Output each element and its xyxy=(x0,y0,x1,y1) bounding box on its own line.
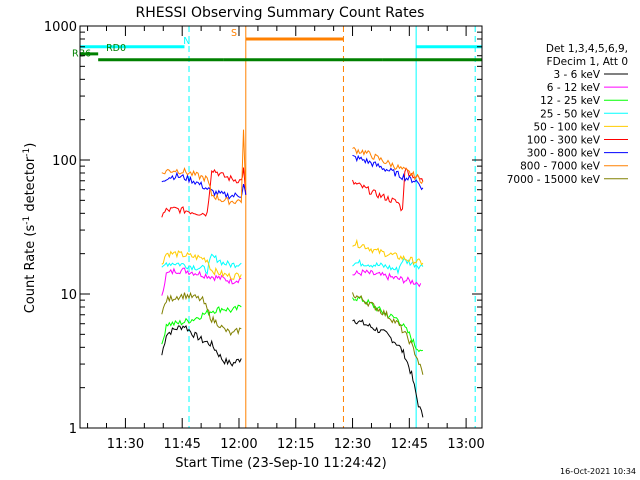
legend-label-8: 7000 - 15000 keV xyxy=(507,174,601,186)
legend: Det 1,3,4,5,6,9,FDecim 1, Att 03 - 6 keV… xyxy=(507,43,628,186)
legend-label-5: 100 - 300 keV xyxy=(527,135,601,147)
chart-title: RHESSI Observing Summary Count Rates xyxy=(136,5,425,21)
axes: N S RD0 RB6 1 10 100 1000 11:30 11:45 12:00 12:15 12… xyxy=(44,20,485,452)
series-line-3-1 xyxy=(352,257,424,275)
series-line-5-1 xyxy=(352,167,424,212)
legend-header-0: Det 1,3,4,5,6,9, xyxy=(546,43,628,55)
x-tick-label: 12:15 xyxy=(277,437,314,452)
series-line-1-1 xyxy=(352,269,422,288)
series-2 xyxy=(161,295,424,353)
series-0 xyxy=(161,319,424,418)
legend-label-7: 800 - 7000 keV xyxy=(520,161,601,173)
series-line-6-0 xyxy=(161,171,247,200)
legend-label-3: 25 - 50 keV xyxy=(540,108,601,120)
series-line-5-0 xyxy=(161,167,247,218)
x-axis-label: Start Time (23-Sep-10 11:24:42) xyxy=(175,456,386,471)
plot-frame xyxy=(79,25,483,429)
series-line-8-0 xyxy=(161,291,242,337)
x-tick-label: 12:45 xyxy=(391,437,428,452)
series-line-7-1 xyxy=(352,146,424,185)
x-tick-label: 12:30 xyxy=(334,437,371,452)
plot-area xyxy=(80,26,482,428)
flag-label-rb6: RB6 xyxy=(72,49,91,60)
x-tick-label: 11:45 xyxy=(163,437,200,452)
series-line-6-1 xyxy=(352,154,424,191)
series-line-0-0 xyxy=(161,325,242,367)
series-line-4-1 xyxy=(352,238,424,266)
x-tick-label: 11:30 xyxy=(107,437,144,452)
y-axis-label: Count Rate (s-1 detector-1) xyxy=(22,143,38,314)
series-line-3-0 xyxy=(161,253,242,275)
legend-label-6: 300 - 800 keV xyxy=(527,148,601,160)
y-tick-label: 1 xyxy=(69,422,77,437)
flag-label-n: N xyxy=(183,36,190,47)
legend-label-4: 50 - 100 keV xyxy=(533,121,600,133)
series-3 xyxy=(161,253,424,275)
x-tick-label: 12:00 xyxy=(220,437,257,452)
flag-label-s: S xyxy=(231,28,237,39)
series-line-8-1 xyxy=(352,292,424,375)
legend-label-1: 6 - 12 keV xyxy=(547,82,601,94)
y-tick-label: 100 xyxy=(52,154,77,169)
series-6 xyxy=(161,154,424,200)
series-line-1-0 xyxy=(161,267,242,296)
flag-label-rd0: RD0 xyxy=(106,43,126,54)
footer-timestamp: 16-Oct-2021 10:34 xyxy=(560,467,636,476)
series-line-7-0 xyxy=(161,129,247,206)
series-line-0-1 xyxy=(352,319,424,418)
legend-header-1: FDecim 1, Att 0 xyxy=(547,56,628,68)
series-5 xyxy=(161,167,424,218)
series-4 xyxy=(161,238,424,281)
series-1 xyxy=(161,267,422,296)
series-8 xyxy=(161,291,424,375)
x-tick-label: 13:00 xyxy=(447,437,484,452)
series-line-4-0 xyxy=(161,250,242,281)
series-line-2-0 xyxy=(161,304,242,345)
series-7 xyxy=(161,129,424,206)
legend-label-2: 12 - 25 keV xyxy=(540,95,601,107)
y-tick-label: 10 xyxy=(60,288,77,303)
y-tick-label: 1000 xyxy=(44,20,77,35)
legend-label-0: 3 - 6 keV xyxy=(553,69,600,81)
